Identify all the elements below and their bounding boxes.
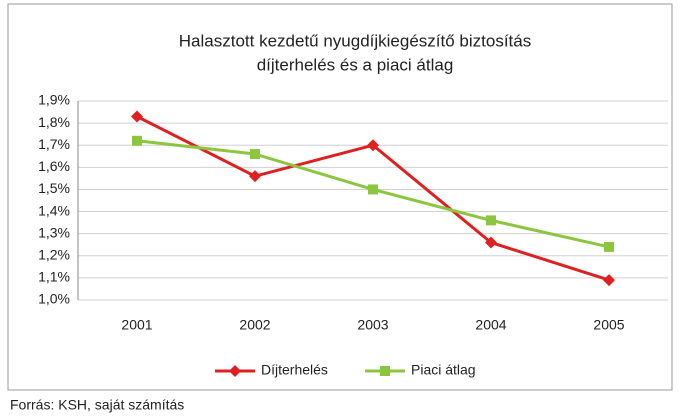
point [249, 170, 261, 183]
point [250, 149, 260, 160]
x-tick-label: 2004 [475, 317, 506, 333]
legend-label: Díjterhelés [261, 362, 328, 378]
y-tick-label: 1,6% [38, 158, 70, 174]
point [131, 110, 143, 123]
y-tick-label: 1,3% [38, 224, 70, 240]
y-tick-label: 1,1% [38, 269, 70, 285]
x-tick-label: 2003 [357, 317, 388, 333]
point [367, 139, 379, 152]
point [132, 135, 142, 146]
point [486, 215, 496, 226]
chart-title: Halasztott kezdetű nyugdíjkiegészítő biz… [179, 31, 531, 50]
point [604, 241, 614, 252]
y-tick-label: 1,0% [38, 291, 70, 307]
source-note: Forrás: KSH, saját számítás [10, 397, 184, 413]
x-tick-label: 2002 [239, 317, 270, 333]
legend-marker [229, 365, 241, 377]
x-tick-label: 2001 [121, 317, 152, 333]
y-tick-label: 1,4% [38, 202, 70, 218]
point [368, 184, 378, 195]
legend-marker [380, 366, 390, 376]
y-tick-label: 1,5% [38, 180, 70, 196]
point [603, 274, 615, 287]
x-tick-label: 2005 [593, 317, 624, 333]
y-tick-label: 1,7% [38, 136, 70, 152]
point [485, 236, 497, 249]
y-tick-label: 1,8% [38, 114, 70, 130]
legend-label: Piaci átlag [411, 362, 476, 378]
y-tick-label: 1,9% [38, 92, 70, 108]
y-tick-label: 1,2% [38, 246, 70, 262]
chart-title: díjterhelés és a piaci átlag [257, 55, 454, 74]
chart-frame [7, 3, 673, 391]
